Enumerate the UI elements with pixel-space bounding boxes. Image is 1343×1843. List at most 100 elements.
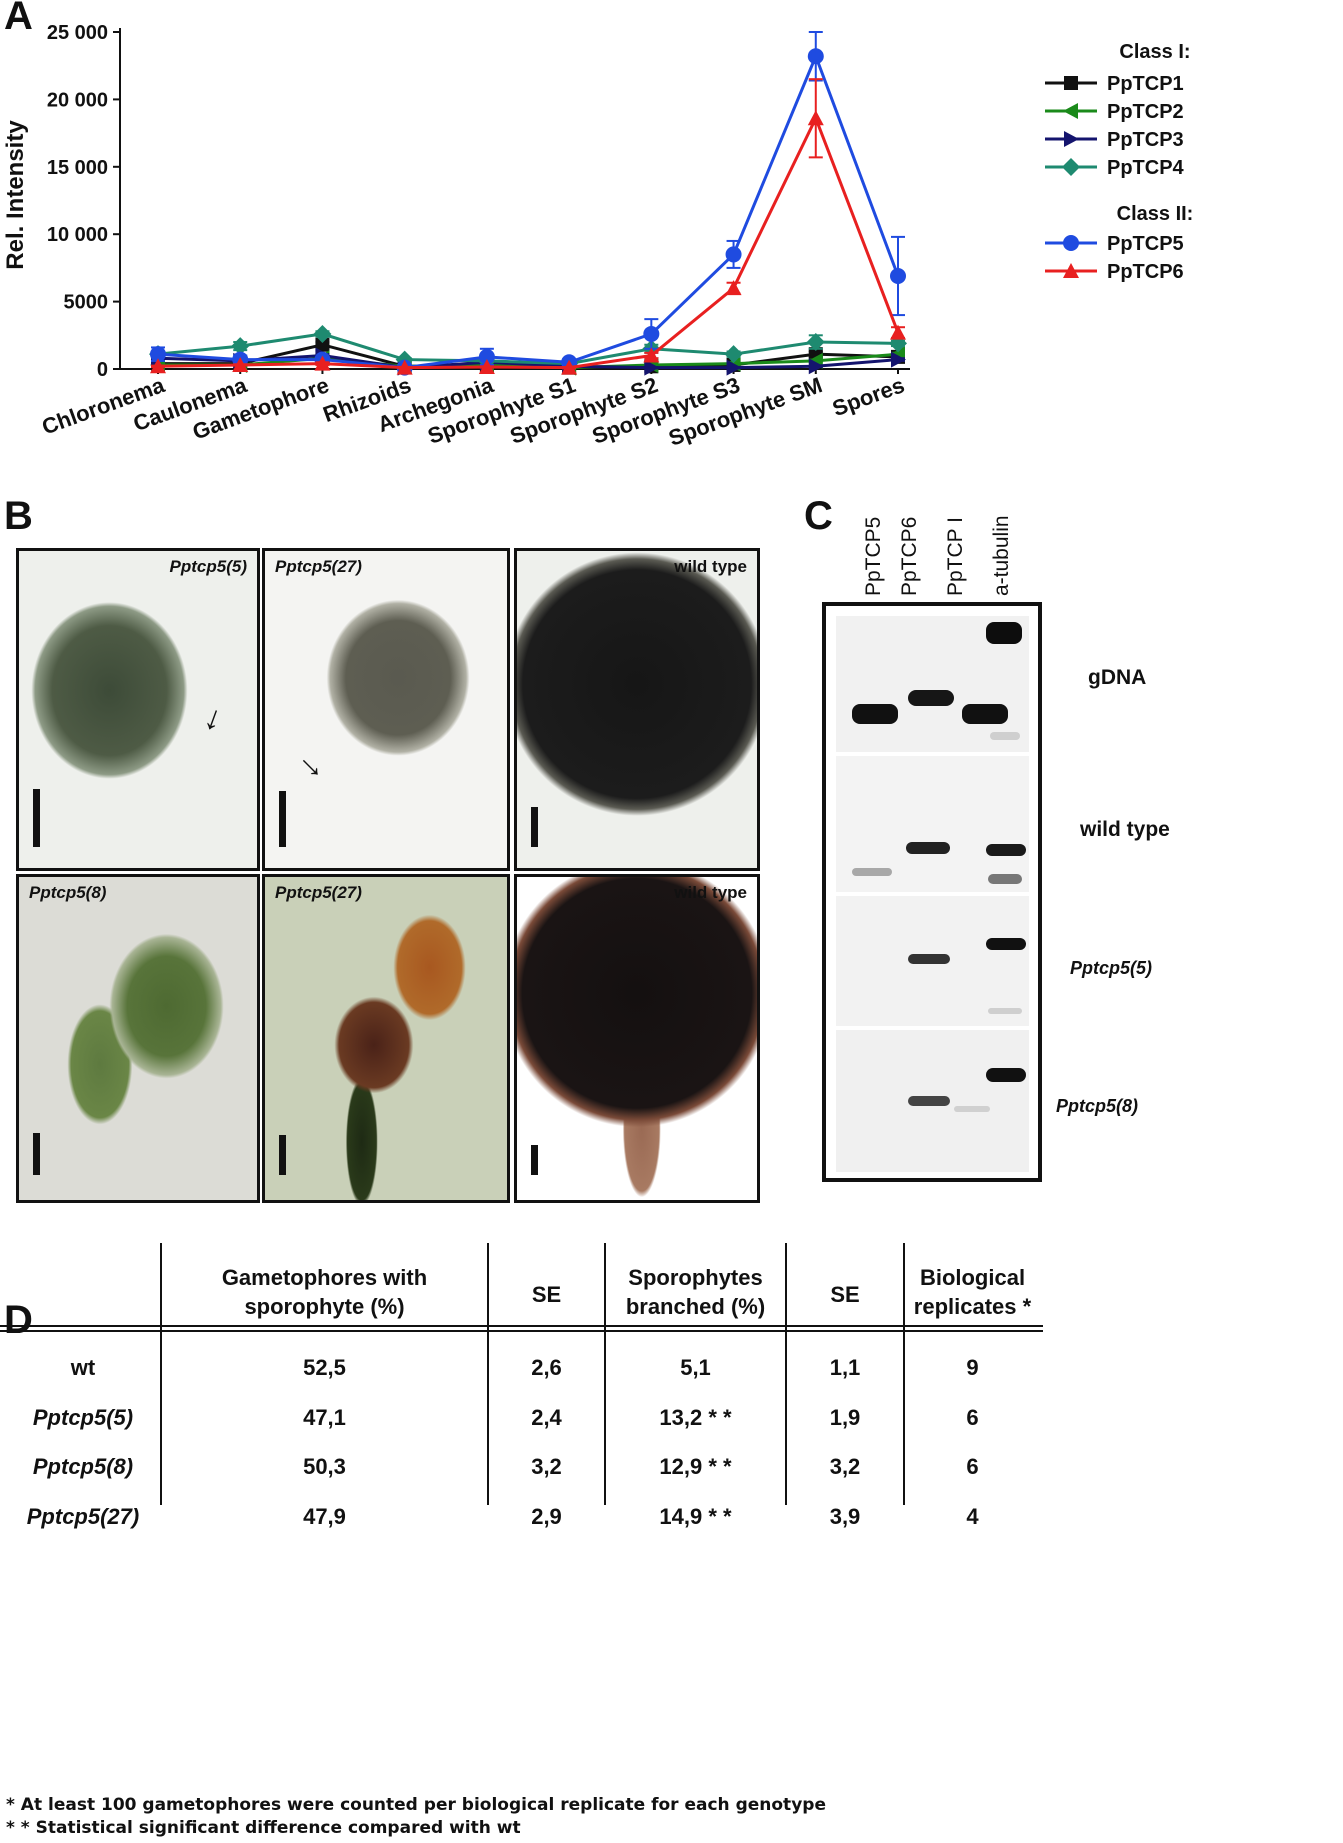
data-point: [150, 358, 166, 374]
gel-image-gdna: [836, 616, 1029, 752]
table-cell: 2,4: [531, 1405, 562, 1430]
table-genotype: Pptcp5(5): [32, 1405, 134, 1430]
gel-band: [908, 1096, 950, 1106]
scale-bar: [279, 1135, 286, 1175]
gel-row-label: Pptcp5(8): [1056, 1096, 1139, 1116]
gel-band: [908, 954, 950, 964]
data-point: [726, 359, 742, 376]
data-point: [806, 333, 825, 352]
data-point: [1063, 235, 1079, 251]
gel-row-label: wild type: [1080, 818, 1170, 841]
table-cell: 3,9: [829, 1504, 861, 1529]
table-divider: [903, 1243, 905, 1505]
scale-bar: [33, 789, 40, 847]
gel-row-label: gDNA: [1088, 666, 1147, 689]
sporophyte-photo-2: Pptcp5(27) ↓: [262, 548, 510, 871]
data-point: [1064, 76, 1078, 90]
gel-image-pptcp5-8: [836, 1030, 1029, 1172]
legend-label: PpTCP6: [1107, 261, 1184, 283]
table-header: SE: [830, 1282, 860, 1307]
data-point: [314, 355, 331, 371]
legend-label: PpTCP1: [1107, 73, 1184, 95]
panel-c-letter: C: [804, 494, 833, 538]
gel-lane-label: a-tubulin: [990, 515, 1013, 596]
table-cell: 3,2: [531, 1454, 562, 1479]
sporophyte-photo-4: Pptcp5(8): [16, 874, 260, 1203]
y-tick-label: 25 000: [47, 22, 108, 44]
table-divider: [604, 1243, 606, 1505]
sporophyte-photo-6: wild type: [514, 874, 760, 1203]
panel-d-letter: D: [4, 1298, 33, 1342]
gel-frame: [822, 602, 1042, 1182]
data-point: [1062, 158, 1080, 176]
data-point: [1063, 263, 1079, 278]
photo-label: wild type: [674, 557, 747, 576]
table-cell: 9: [966, 1355, 979, 1380]
y-tick-label: 15 000: [47, 157, 108, 179]
gel-lane-label: PpTCP5: [862, 516, 885, 596]
table-genotype: wt: [70, 1355, 96, 1380]
data-point: [1064, 131, 1079, 147]
footnote: * At least 100 gametophores were counted…: [6, 1795, 826, 1815]
table-header: Gametophores with sporophyte (%): [221, 1265, 428, 1319]
data-point: [725, 246, 742, 263]
gel-band: [906, 842, 950, 854]
sporophyte-photo-1: Pptcp5(5) ↓: [16, 548, 260, 871]
legend-group-title: Class II:: [1117, 203, 1194, 225]
gel-band: [986, 622, 1022, 644]
y-axis-label: Rel. Intensity: [2, 120, 29, 270]
gel-band: [986, 1068, 1026, 1082]
gel-image-wildtype: [836, 756, 1029, 892]
data-point: [808, 358, 824, 375]
legend-label: PpTCP5: [1107, 233, 1184, 255]
data-point: [807, 110, 824, 126]
panel-b-letter: B: [4, 494, 33, 538]
table-header: SE: [531, 1282, 562, 1307]
arrow-icon: ↓: [199, 697, 229, 739]
x-tick-label: Spores: [829, 372, 908, 421]
scale-bar: [33, 1133, 40, 1175]
data-point: [396, 359, 413, 375]
gel-band: [954, 1106, 990, 1112]
table-cell: 3,2: [829, 1454, 861, 1479]
photo-label: Pptcp5(5): [169, 557, 247, 576]
y-tick-label: 5000: [64, 292, 109, 314]
table-cell: 1,1: [829, 1355, 861, 1380]
gel-lane-label: PpTCP I: [944, 517, 967, 596]
gel-band: [852, 704, 898, 724]
gel-band: [962, 704, 1008, 724]
data-point: [644, 359, 660, 376]
y-tick-label: 20 000: [47, 89, 108, 111]
data-point: [890, 324, 906, 340]
table-divider: [487, 1243, 489, 1505]
gel-band: [852, 868, 892, 876]
data-point: [724, 345, 743, 364]
series-line: [157, 52, 900, 370]
photo-label: Pptcp5(27): [275, 557, 362, 576]
table-cell: 2,9: [531, 1504, 562, 1529]
data-point: [478, 358, 495, 374]
scale-bar: [531, 1145, 538, 1175]
footnote: * * Statistical significant difference c…: [6, 1818, 521, 1838]
photo-label: Pptcp5(8): [29, 883, 107, 902]
table-header: Biological replicates *: [913, 1265, 1032, 1319]
legend-label: PpTCP3: [1107, 129, 1184, 151]
data-point: [315, 337, 330, 352]
data-point: [891, 351, 906, 368]
photo-label: wild type: [674, 883, 747, 902]
data-point: [890, 267, 906, 284]
table-cell: 14,9 * *: [659, 1504, 732, 1529]
gel-image-pptcp5-5: [836, 896, 1029, 1026]
panel-a-letter: A: [4, 0, 33, 38]
data-point: [807, 48, 824, 65]
table-cell: 6: [966, 1405, 979, 1430]
table-rule: [0, 1330, 1043, 1332]
expression-line-chart: 0 5000 10 000 15 000 20 000 25 000 Rel. Intens…: [2, 22, 1194, 451]
series-line: [157, 332, 899, 366]
data-point: [725, 280, 742, 296]
sporophyte-photo-5: Pptcp5(27): [262, 874, 510, 1203]
series-line: [157, 114, 900, 370]
gel-band: [988, 874, 1022, 884]
table-divider: [160, 1243, 162, 1505]
table-genotype: Pptcp5(8): [32, 1454, 134, 1479]
